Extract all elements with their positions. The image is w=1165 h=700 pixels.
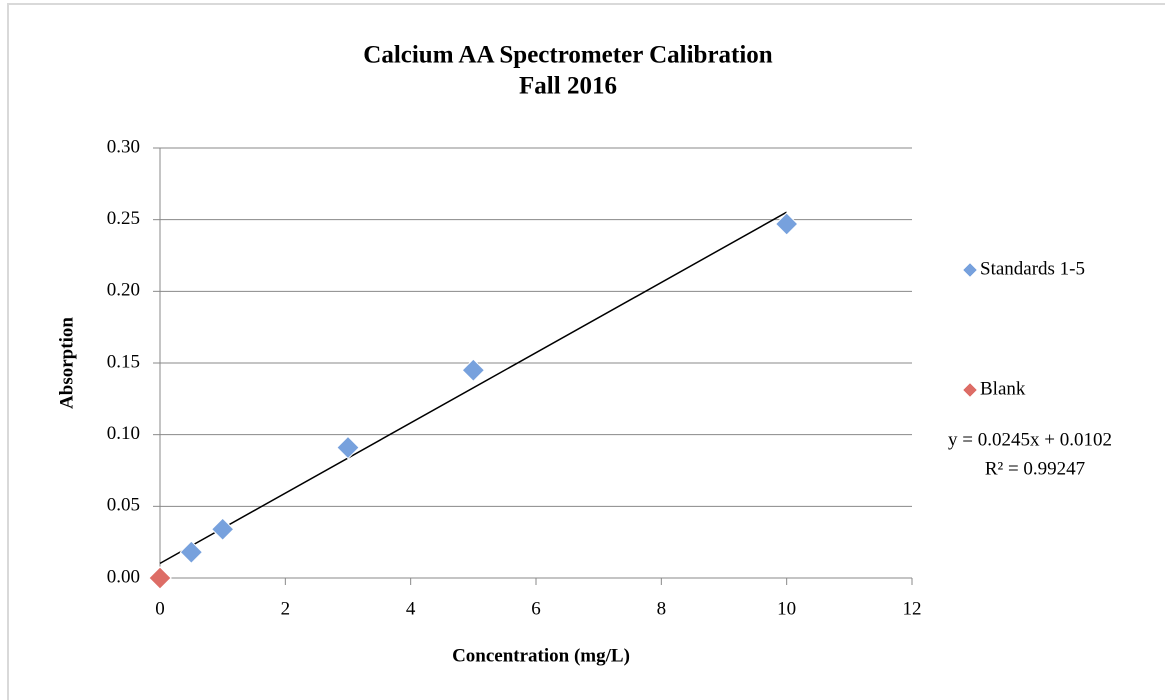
x-tick-label: 8 [657, 598, 667, 619]
legend-label: Blank [980, 378, 1026, 399]
data-point [148, 566, 172, 590]
x-tick-label: 2 [281, 598, 291, 619]
y-axis-label: Absorption [56, 317, 77, 409]
y-tick-label: 0.25 [107, 208, 140, 229]
chart-subtitle: Fall 2016 [519, 73, 617, 100]
data-point [336, 435, 360, 460]
data-point [774, 212, 799, 236]
y-tick-label: 0.15 [107, 351, 140, 372]
x-tick-label: 12 [903, 598, 922, 619]
x-axis-label: Concentration (mg/L) [452, 645, 630, 666]
legend-marker [962, 262, 978, 278]
x-tick-label: 0 [155, 598, 165, 619]
trendline-r2: R² = 0.99247 [985, 458, 1085, 479]
trendline [159, 211, 788, 565]
chart-title: Calcium AA Spectrometer Calibration [363, 42, 773, 69]
y-tick-label: 0.00 [107, 566, 140, 587]
y-tick-label: 0.20 [107, 280, 140, 301]
data-point [179, 540, 204, 564]
data-point [210, 517, 235, 541]
y-tick-label: 0.05 [107, 495, 140, 516]
trendline-equation: y = 0.0245x + 0.0102 [948, 429, 1112, 450]
legend-marker [962, 382, 978, 398]
y-tick-label: 0.10 [107, 423, 140, 444]
legend-label: Standards 1-5 [980, 258, 1085, 279]
x-tick-label: 10 [777, 598, 796, 619]
x-tick-label: 4 [406, 598, 416, 619]
x-tick-label: 6 [531, 598, 541, 619]
data-point [461, 358, 486, 382]
y-tick-label: 0.30 [107, 136, 140, 157]
chart-frame [7, 3, 1165, 700]
